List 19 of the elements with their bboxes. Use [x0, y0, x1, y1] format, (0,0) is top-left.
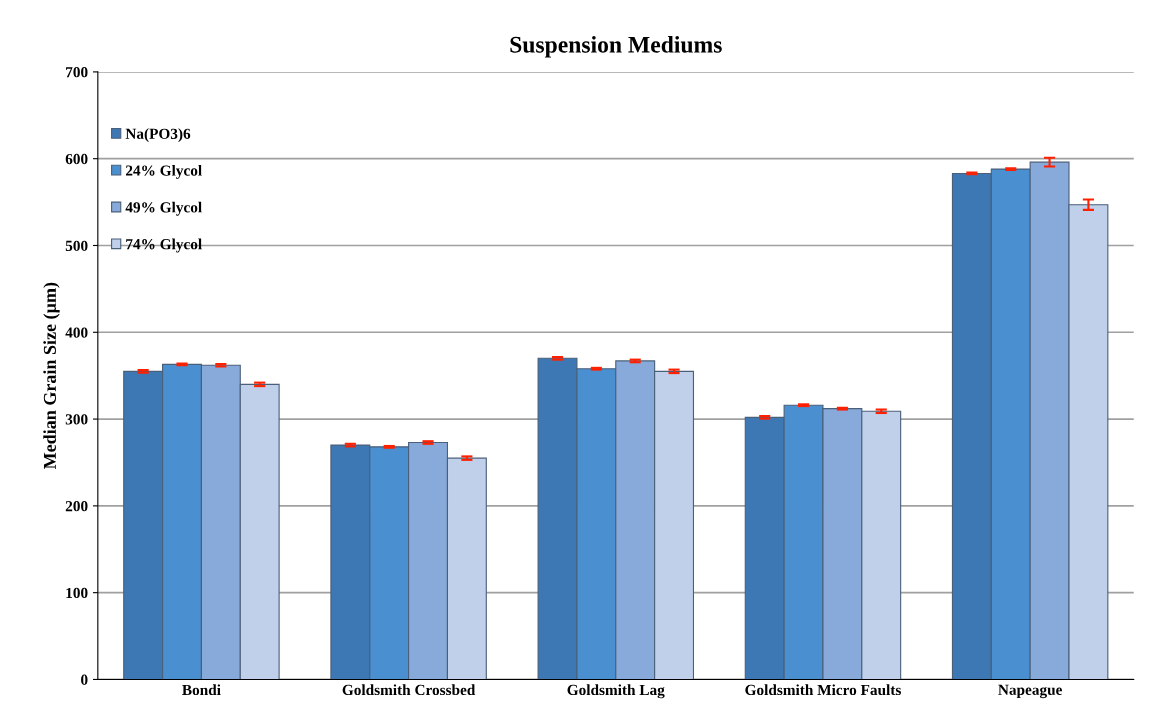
x-tick-label: Goldsmith Crossbed: [342, 684, 476, 696]
legend-label: Na(PO3)6: [125, 128, 191, 143]
y-tick-label: 700: [66, 67, 88, 78]
chart-title: Suspension Mediums: [510, 36, 722, 58]
y-tick-label: 600: [65, 153, 88, 165]
legend-label: 24% Glycol: [125, 164, 202, 179]
y-tick-label: 300: [65, 414, 88, 425]
x-tick-label: Goldsmith Micro Faults: [745, 684, 901, 696]
y-tick-label: 200: [65, 501, 88, 512]
legend-label: 49% Glycol: [125, 201, 202, 216]
x-tick-label: Napeague: [998, 684, 1062, 699]
x-tick-label: Goldsmith Lag: [567, 684, 665, 699]
y-tick-label: 400: [65, 327, 88, 338]
y-tick-label: 0: [81, 674, 88, 685]
y-axis-title: Median Grain Size (µm): [43, 282, 60, 470]
y-tick-label: 500: [65, 240, 88, 251]
legend-label: 74% Glycol: [126, 238, 202, 253]
y-tick-label: 100: [66, 587, 88, 599]
x-tick-label: Bondi: [182, 684, 221, 696]
